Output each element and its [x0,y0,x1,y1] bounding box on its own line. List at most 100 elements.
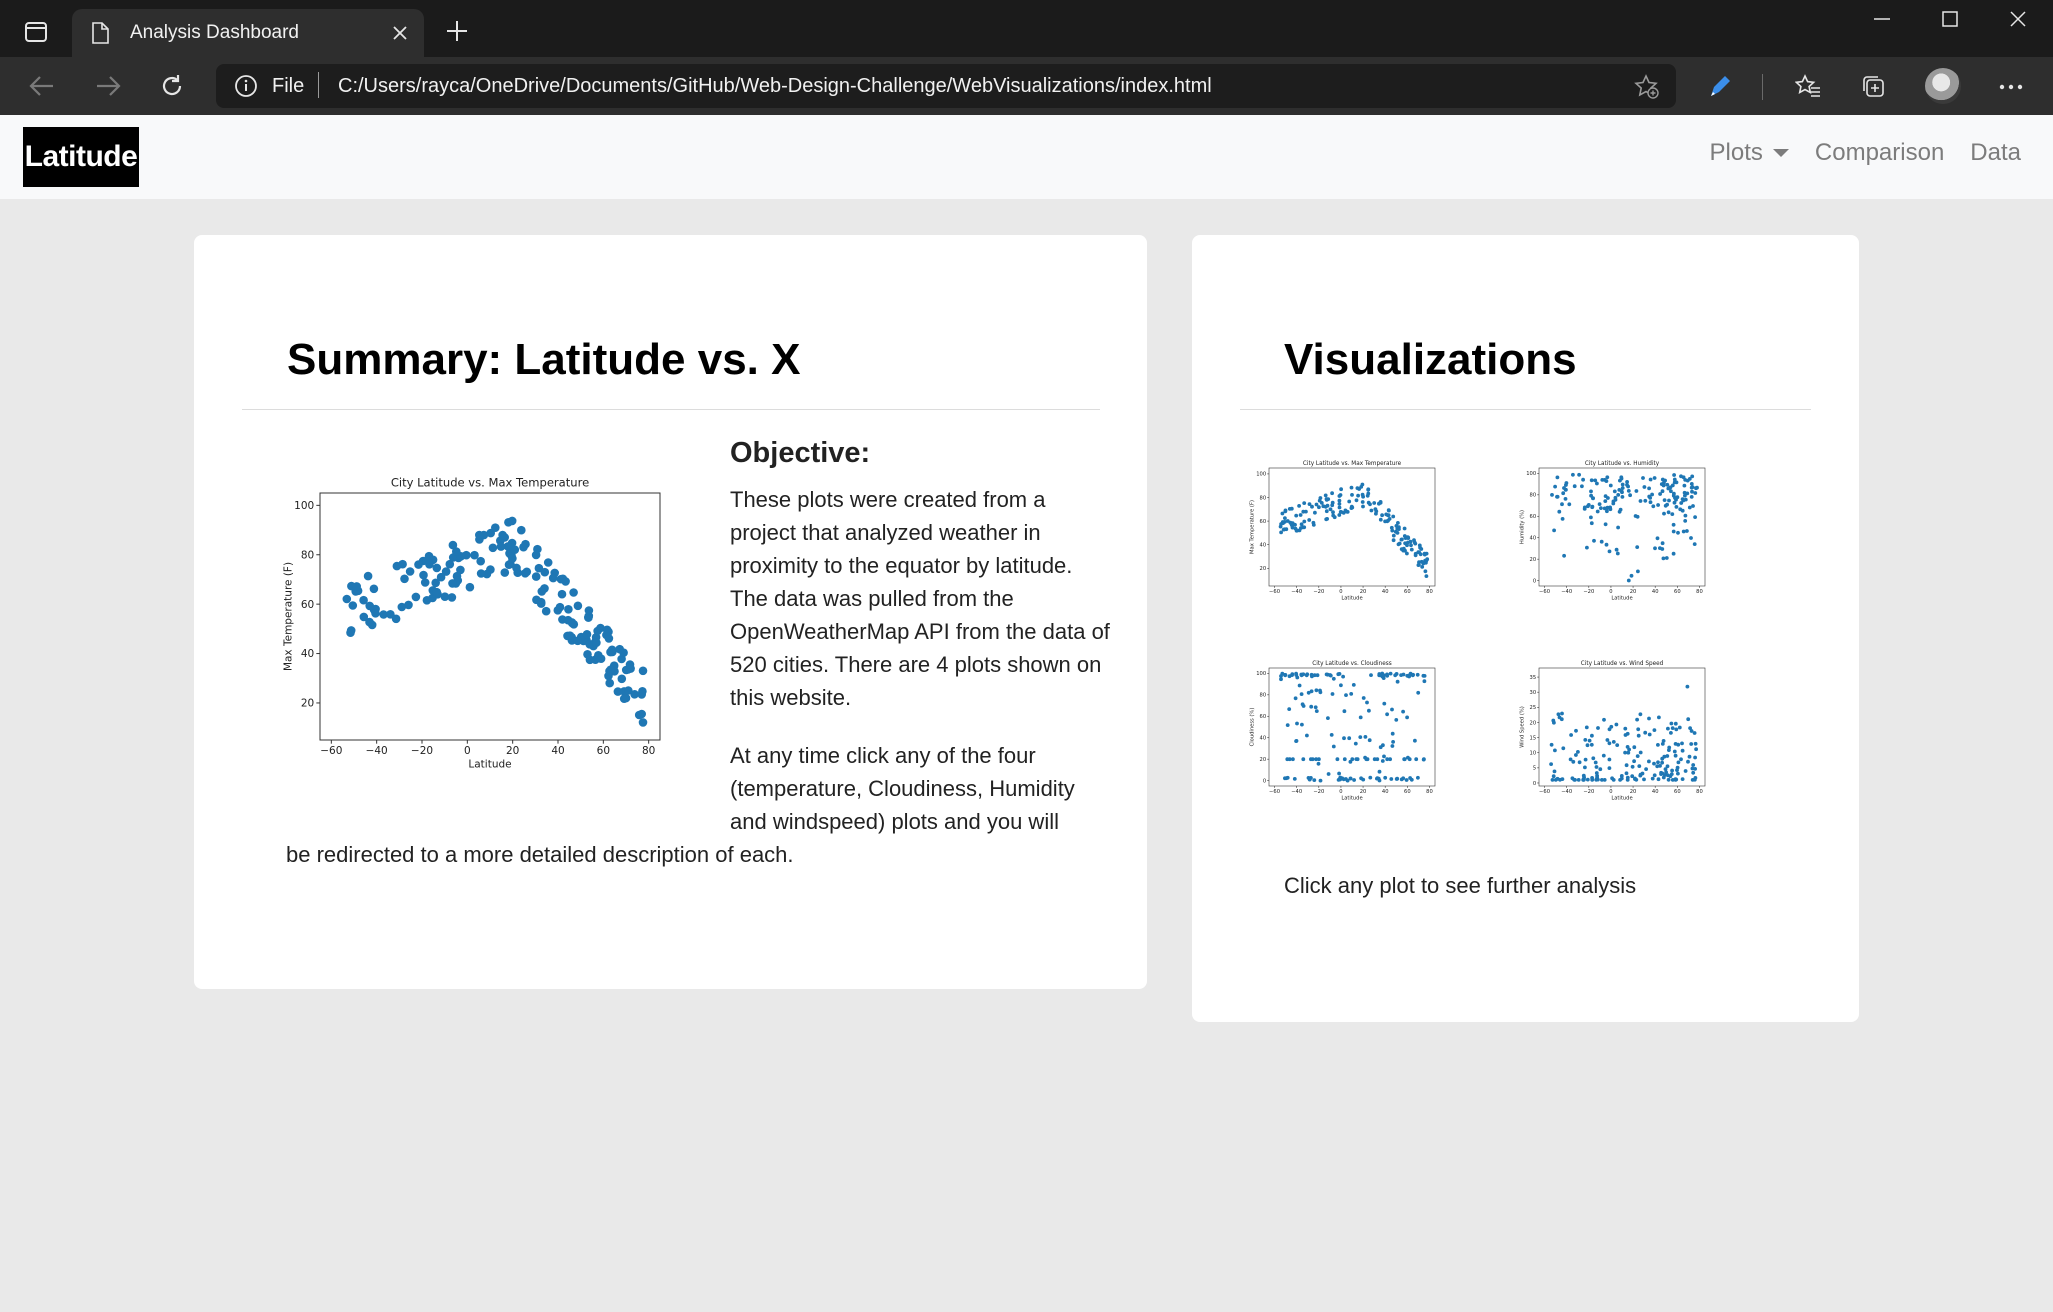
data-point [1381,673,1386,678]
data-point [1395,776,1400,781]
favorites-icon[interactable] [1790,69,1826,105]
tab-actions-icon[interactable] [14,12,58,52]
address-url[interactable]: C:/Users/rayca/OneDrive/Documents/GitHub… [338,75,1212,97]
data-point [1326,497,1331,501]
data-point [1602,506,1607,511]
forward-icon[interactable] [88,66,128,106]
data-point [617,674,627,684]
data-point [1373,507,1378,511]
data-point [1659,772,1663,776]
maximize-icon[interactable] [1920,0,1980,38]
data-point [1309,689,1314,694]
data-point [1605,509,1609,514]
data-point [1309,757,1313,762]
data-point [1302,519,1307,524]
data-point [1417,563,1421,567]
data-point [510,545,520,554]
data-point [1420,565,1425,569]
data-point [1658,764,1662,768]
data-point [1604,542,1609,547]
data-point [386,610,395,619]
extension-pen-icon[interactable] [1702,69,1738,105]
thumb-humidity-plot[interactable]: City Latitude vs. Humidity −60 −40 −20 0 20 40… [1519,457,1715,607]
data-point [365,601,374,611]
back-icon[interactable] [22,66,62,106]
data-point [1354,498,1359,503]
data-point [1690,474,1695,479]
data-point [1397,541,1402,546]
data-point [1361,504,1365,509]
y-tick-label: 20 [1530,720,1537,726]
y-tick-label: 40 [1260,736,1267,742]
data-point [1672,500,1677,505]
data-point [1674,480,1679,485]
data-point [1419,559,1424,564]
x-tick-label: −20 [1313,589,1324,595]
y-tick-label: 0 [1533,781,1536,787]
add-favorite-icon[interactable] [1634,74,1660,100]
data-point [1626,489,1631,493]
data-point [1292,777,1297,781]
data-point [1616,493,1621,497]
info-icon[interactable] [234,74,258,98]
data-point [404,600,413,610]
data-point [1345,509,1349,514]
data-point [1294,671,1298,676]
more-options-icon[interactable] [1993,69,2029,105]
data-point [1366,487,1371,492]
nav-plots-dropdown[interactable]: Plots [1710,139,1789,167]
data-point [445,559,455,569]
minimize-icon[interactable] [1852,0,1912,38]
caret-down-icon [1772,149,1789,157]
data-point [1693,755,1697,760]
data-point [1595,509,1600,514]
data-point [1602,717,1606,722]
x-tick-label: 40 [1652,789,1659,795]
data-point [1385,712,1389,717]
data-point [1660,760,1664,765]
main-temperature-plot[interactable]: City Latitude vs. Max Temperature −60 −40 −… [282,475,672,780]
data-point [1564,483,1568,487]
data-point [1383,519,1387,524]
x-axis-label: Latitude [468,758,511,770]
data-point [1552,720,1556,725]
thumb-wind-speed-plot[interactable]: City Latitude vs. Wind Speed −60 −40 −20 0 20… [1519,657,1715,807]
data-point [543,558,553,567]
close-window-icon[interactable] [1988,0,2048,38]
data-point [517,525,526,535]
data-point [1301,509,1306,514]
thumb-temperature-plot[interactable]: City Latitude vs. Max Temperature −60 −40 −… [1249,457,1445,607]
site-navbar: Latitude Plots Comparison Data [0,115,2053,199]
data-point [1630,774,1635,779]
data-point [1680,777,1685,781]
new-tab-icon[interactable] [438,12,476,50]
browser-tab-active[interactable]: Analysis Dashboard [72,9,424,57]
data-point [1687,754,1692,759]
data-point [1591,496,1595,501]
data-point [1295,675,1300,680]
nav-comparison[interactable]: Comparison [1814,139,1945,166]
data-point [569,620,579,629]
data-point [1618,778,1622,782]
data-point [1638,773,1643,778]
data-point [1689,482,1694,486]
data-point [1695,485,1699,490]
data-point [1401,548,1406,553]
data-point [1587,738,1592,743]
profile-avatar[interactable] [1925,68,1961,104]
x-tick-label: 80 [1426,789,1433,795]
data-point [1282,520,1287,524]
nav-data[interactable]: Data [1970,139,2021,166]
data-point [1549,742,1554,747]
address-bar[interactable]: File C:/Users/rayca/OneDrive/Documents/G… [216,64,1676,108]
data-point [1615,551,1620,556]
data-point [359,595,368,605]
close-tab-icon[interactable] [388,21,412,45]
brand-logo[interactable]: Latitude [23,127,139,187]
data-point [1422,757,1426,762]
data-point [1424,574,1429,578]
thumb-cloudiness-plot[interactable]: City Latitude vs. Cloudiness −60 −40 −20 0 20… [1249,657,1445,807]
refresh-icon[interactable] [152,66,192,106]
data-point [1624,763,1629,768]
collections-icon[interactable] [1856,69,1892,105]
